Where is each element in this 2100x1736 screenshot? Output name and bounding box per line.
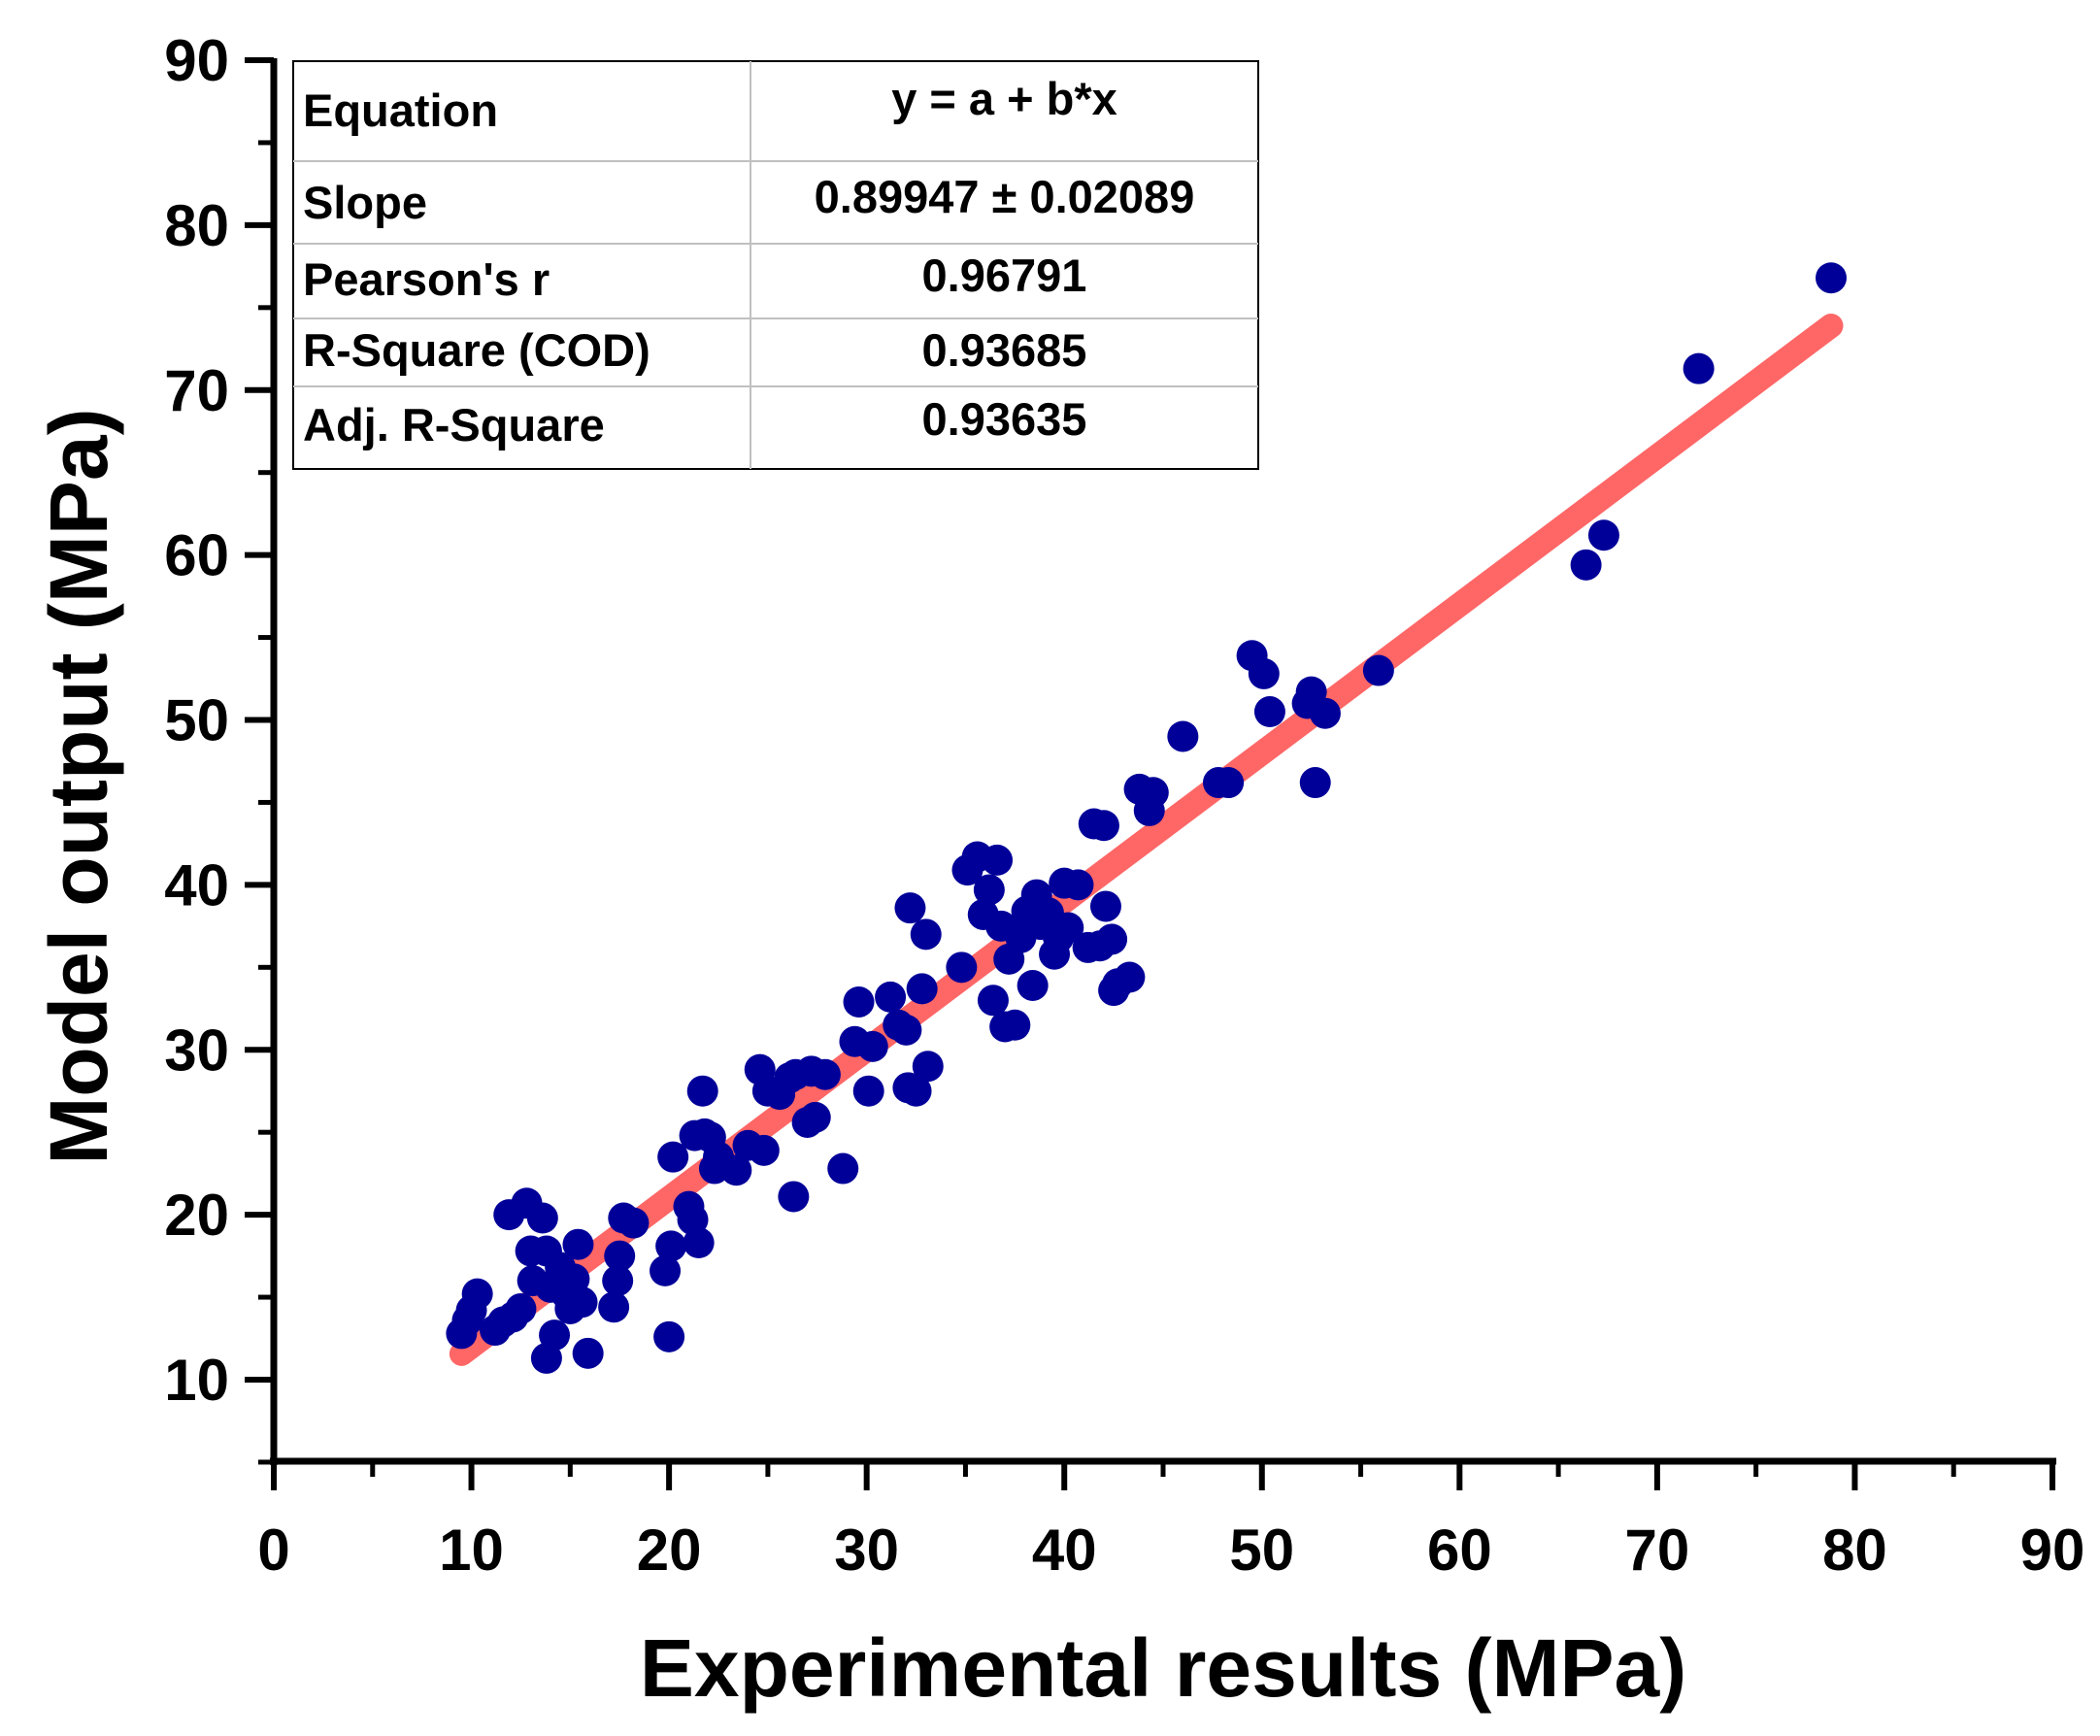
data-point [973,874,1005,906]
fit-line-layer [449,314,1844,1366]
data-point [778,1181,810,1213]
data-point [977,985,1009,1017]
data-point [946,951,978,984]
x-tick-label: 10 [439,1518,504,1583]
data-point [1017,969,1049,1001]
data-point [1052,912,1084,944]
data-point [1309,697,1341,729]
data-point [1213,767,1245,799]
data-point [910,918,942,951]
x-tick-label: 50 [1229,1518,1294,1583]
x-tick-label: 40 [1032,1518,1097,1583]
data-point [686,1075,718,1107]
stats-label: Adj. R-Square [303,399,605,451]
y-tick-label: 60 [164,523,229,588]
data-point [602,1265,634,1297]
stats-label: Pearson's r [303,253,550,305]
x-tick-label: 0 [257,1518,289,1583]
data-point [655,1230,687,1262]
data-point [566,1286,598,1319]
data-point [505,1292,537,1324]
x-tick-label: 20 [637,1518,702,1583]
stats-value: 0.89947 ± 0.02089 [815,171,1195,222]
data-point [1683,352,1715,384]
data-point [720,1154,752,1186]
data-point [906,973,938,1005]
y-tick-label: 40 [164,852,229,918]
axes-layer: 0 10 20 30 40 50 60 70 80 90 10 20 30 40 50 60 70 80 90 [164,28,2084,1583]
data-point [683,1227,715,1259]
stats-label: R-Square (COD) [303,324,650,376]
x-tick-label: 80 [1822,1518,1887,1583]
data-point [1087,810,1119,842]
data-point [1587,519,1619,551]
data-point [461,1278,493,1310]
data-point [572,1337,604,1369]
data-point [982,844,1014,876]
x-tick-label: 70 [1625,1518,1690,1583]
y-tick-label: 20 [164,1183,229,1248]
data-point [894,892,926,924]
stats-value: 0.93635 [922,393,1087,445]
data-point [809,1058,841,1090]
y-tick-label: 80 [164,193,229,258]
data-point [1137,777,1169,809]
stats-value: 0.96791 [922,250,1087,301]
data-point [1362,654,1394,686]
data-point [875,981,907,1013]
data-point [604,1240,636,1272]
data-point [1816,262,1848,294]
data-point [562,1228,594,1260]
data-point [912,1051,944,1083]
data-point [539,1319,571,1352]
x-axis-title: Experimental results (MPa) [640,1622,1686,1714]
y-axis-title: Model output (MPa) [33,408,124,1164]
x-tick-label: 30 [834,1518,899,1583]
data-point [1096,923,1128,955]
data-point [799,1101,831,1133]
data-point [1167,720,1199,752]
data-point [1089,890,1121,922]
points-layer [446,262,1848,1374]
data-point [748,1134,780,1166]
stats-label: Equation [303,84,498,136]
data-point [598,1291,630,1323]
data-point [617,1207,650,1239]
data-point [650,1254,682,1286]
data-point [1114,961,1146,993]
data-point [1570,549,1602,581]
data-point [1299,767,1331,799]
stats-value: 0.93685 [922,324,1087,376]
stats-value: y = a + b*x [891,73,1117,124]
data-point [852,1075,884,1107]
x-tick-label: 90 [2020,1518,2085,1583]
data-point [1248,657,1280,689]
data-point [999,1009,1031,1041]
x-tick-label: 60 [1427,1518,1492,1583]
fit-line [449,314,1844,1366]
y-tick-label: 30 [164,1018,229,1083]
data-point [900,1075,932,1107]
data-point [526,1202,558,1234]
data-point [856,1030,888,1062]
stats-label: Slope [303,177,427,228]
data-point [1253,696,1285,728]
data-point [827,1152,859,1185]
y-tick-label: 90 [164,28,229,93]
y-tick-label: 70 [164,358,229,423]
data-point [653,1320,685,1352]
stats-table: Equation y = a + b*x Slope 0.89947 ± 0.0208… [292,60,1259,470]
stats-table-frame [292,60,1259,470]
data-point [657,1141,689,1173]
y-tick-label: 10 [164,1348,229,1413]
y-tick-label: 50 [164,688,229,753]
data-point [1062,869,1094,901]
data-point [890,1014,922,1046]
data-point [843,985,875,1018]
